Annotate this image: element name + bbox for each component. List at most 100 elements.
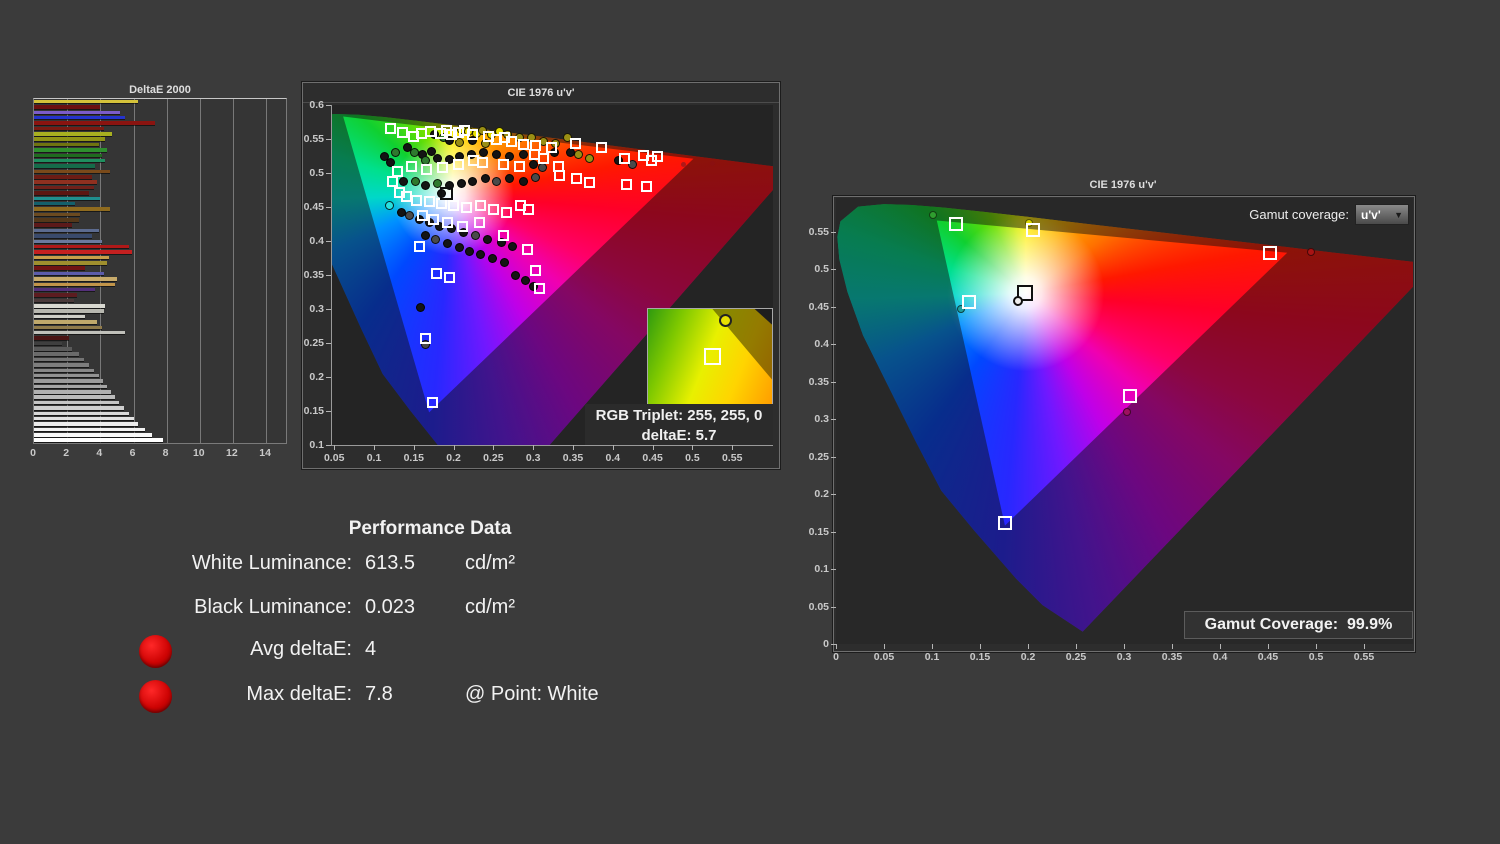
avg-deltae-value: 4	[365, 638, 377, 660]
gridline	[166, 99, 168, 443]
tooltip-rgb-triplet: RGB Triplet: 255, 255, 0	[595, 407, 763, 424]
deltae-bar	[34, 427, 146, 432]
gridline	[266, 99, 268, 443]
deltae-bar	[34, 298, 74, 303]
y-tick-label: 0.4	[309, 235, 324, 247]
measured-circle	[528, 282, 538, 292]
y-tick-label: 0.45	[808, 300, 829, 313]
x-tick	[1364, 644, 1365, 649]
target-square	[1263, 245, 1277, 260]
measured-circle	[508, 241, 518, 251]
x-tick	[413, 445, 415, 450]
y-tick	[326, 309, 331, 310]
panel-separator	[303, 102, 779, 103]
deltae-bar	[34, 416, 134, 421]
black-luminance-unit: cd/m²	[465, 596, 515, 618]
target-square	[640, 181, 652, 193]
deltae-bar	[34, 395, 116, 399]
deltae-bar	[34, 196, 101, 201]
cie-measurement-chart-title: CIE 1976 u'v'	[507, 87, 575, 99]
primary-target-dot	[1307, 248, 1316, 256]
deltae-bar	[34, 341, 63, 346]
max-deltae-value: 7.8	[365, 683, 393, 705]
y-tick	[831, 269, 836, 271]
y-tick	[326, 173, 331, 174]
measured-circle	[466, 149, 476, 159]
measured-circle	[458, 228, 468, 238]
white-luminance-unit: cd/m²	[465, 552, 515, 574]
white-point-target-square	[1017, 285, 1034, 302]
y-tick	[326, 343, 331, 344]
measured-circle	[505, 151, 514, 161]
x-tick	[692, 445, 694, 450]
deltae-bar	[34, 180, 97, 184]
target-square	[1122, 388, 1137, 403]
deltae-bar	[34, 400, 120, 405]
y-tick	[326, 207, 331, 208]
y-tick-label: 0.35	[303, 269, 324, 281]
deltae-bar	[34, 239, 102, 244]
max-deltae-status-indicator	[139, 680, 172, 713]
x-tick-label: 0.3	[525, 452, 541, 464]
target-square	[421, 164, 433, 176]
deltae-bar	[34, 304, 106, 308]
measured-circle	[511, 270, 521, 280]
y-tick-label: 0.25	[808, 450, 829, 463]
x-tick	[884, 644, 885, 649]
gamut-coverage-dropdown[interactable]: u'v' ▼	[1355, 204, 1409, 225]
inset-measured-square	[703, 348, 721, 366]
target-square	[453, 158, 465, 170]
y-tick-label: 0.25	[303, 337, 324, 349]
deltae-bar	[34, 105, 101, 109]
deltae-bar	[34, 137, 106, 141]
x-tick-label: 0.35	[562, 452, 584, 464]
x-tick-label: 0.55	[1353, 651, 1375, 663]
y-tick	[831, 531, 836, 533]
measured-circle	[415, 303, 425, 313]
deltae-bar	[34, 330, 126, 335]
y-tick	[326, 411, 331, 412]
x-tick	[932, 644, 933, 649]
deltae-bar	[34, 234, 92, 238]
measured-circle	[384, 201, 394, 211]
y-tick	[831, 569, 836, 570]
y-tick-label: 0.15	[303, 405, 324, 417]
measured-circle	[444, 135, 454, 145]
deltae-bar	[34, 373, 99, 378]
y-tick	[831, 381, 836, 383]
measured-circle	[433, 153, 443, 163]
measured-circle	[442, 239, 452, 249]
measured-circle	[492, 176, 502, 186]
target-square	[419, 333, 431, 345]
target-square	[407, 130, 419, 142]
x-tick	[1316, 644, 1317, 649]
target-square	[441, 216, 453, 228]
target-square	[430, 268, 442, 280]
deltae-bar	[34, 357, 84, 362]
measured-circle	[404, 210, 414, 220]
gridline	[133, 99, 135, 443]
primary-target-dot	[1025, 218, 1033, 227]
x-tick-label: 0.05	[323, 452, 345, 464]
x-tick	[1172, 644, 1173, 649]
x-tick	[453, 445, 455, 450]
target-square	[570, 137, 582, 149]
x-tick-label: 0.25	[483, 452, 504, 464]
deltae-bar	[34, 115, 126, 120]
deltae-bar	[34, 99, 139, 104]
deltae-bar	[34, 244, 129, 249]
target-square	[534, 283, 546, 295]
performance-data-section: Performance Data White Luminance: 613.5 …	[120, 518, 760, 738]
white-measured-dot	[1013, 295, 1024, 306]
y-tick	[831, 231, 836, 233]
target-square	[410, 194, 422, 206]
measured-circle	[444, 180, 454, 190]
y-tick	[831, 419, 836, 421]
x-tick	[1268, 644, 1269, 649]
target-square	[554, 170, 566, 182]
x-tick-label: 4	[96, 447, 103, 459]
target-square	[497, 230, 509, 242]
measured-circle	[454, 137, 464, 147]
target-square	[488, 204, 500, 216]
